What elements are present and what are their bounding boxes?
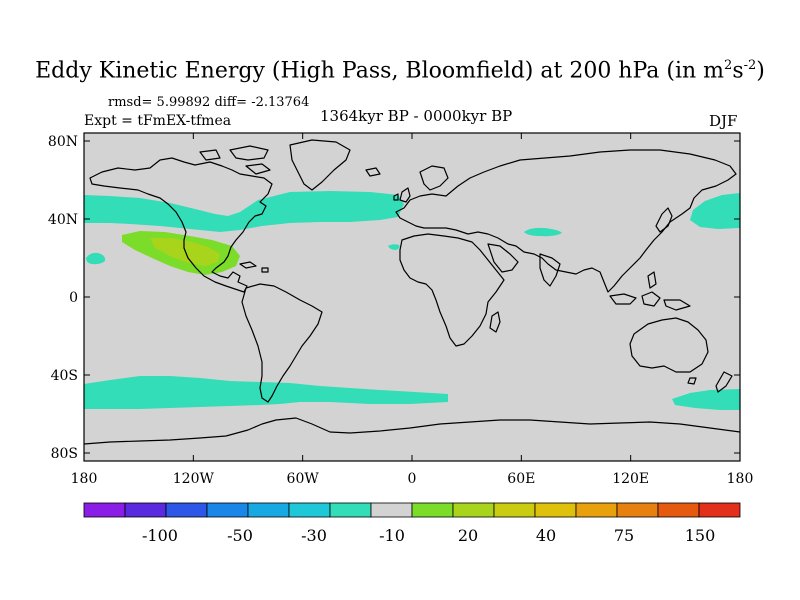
rmsd-diff-stats: rmsd= 5.99892 diff= -2.13764 (108, 95, 310, 110)
colorbar-swatch (657, 502, 700, 518)
scandinavia-coast (419, 165, 449, 191)
lat-tick-label: 80N (48, 134, 78, 150)
colorbar-swatch (575, 502, 618, 518)
colorbar-swatch (247, 502, 290, 518)
iceland-coast (365, 167, 381, 177)
north-america-coast (89, 157, 273, 293)
lon-tick-label: 120E (612, 471, 649, 487)
greenland-coast (289, 139, 351, 191)
latitude-axis: 80N 40N 0 40S 80S (48, 134, 740, 462)
antarctica-coast (83, 417, 741, 445)
season-label: DJF (709, 112, 738, 130)
colorbar-swatch (83, 502, 126, 518)
map-background (84, 133, 740, 461)
new-zealand-coast (715, 371, 733, 393)
north-pacific-jet-west (84, 191, 404, 232)
colorbar-label: -50 (227, 526, 253, 545)
mediterranean-patch (524, 227, 562, 237)
colorbar-swatch (206, 502, 249, 518)
arabia-coast (487, 243, 519, 273)
southeast-asia-islands-coast (609, 271, 691, 311)
colorbar-swatch (698, 502, 741, 518)
south-america-coast (241, 283, 323, 403)
colorbar-swatch (165, 502, 208, 518)
anomaly-fill-layer (84, 191, 740, 410)
northwest-pacific-jet (690, 193, 740, 229)
subtropical-pacific-patch (86, 252, 106, 265)
colorbar-swatch (124, 502, 167, 518)
colorbar-swatch (370, 502, 413, 518)
colorbar-swatch (411, 502, 454, 518)
lon-tick-label: 60W (287, 471, 320, 487)
colorbar-swatch (329, 502, 372, 518)
colorbar-label: 20 (458, 526, 478, 545)
colorbar-label: -10 (379, 526, 405, 545)
lat-tick-label: 40S (51, 368, 78, 384)
longitude-axis: 180 120W 60W 0 60E 120E 180 (71, 133, 754, 487)
colorbar-label: -30 (301, 526, 327, 545)
tasmania-coast (687, 377, 697, 385)
lon-tick-label: 180 (71, 471, 98, 487)
australia-coast (629, 317, 709, 373)
lat-tick-label: 40N (48, 212, 78, 228)
eurasia-coast (395, 149, 737, 293)
lon-tick-label: 120W (173, 471, 215, 487)
colorbar-swatch (616, 502, 659, 518)
lon-tick-label: 60E (507, 471, 535, 487)
plot-title: Eddy Kinetic Energy (High Pass, Bloomfie… (35, 58, 765, 84)
lat-tick-label: 80S (51, 446, 78, 462)
colorbar-swatch (493, 502, 536, 518)
colorbar-swatch (534, 502, 577, 518)
coastline-layer (83, 139, 741, 445)
colorbar-label: 150 (685, 526, 716, 545)
india-coast (539, 253, 561, 287)
japan-coast (655, 207, 673, 233)
colorbar-label: 40 (536, 526, 556, 545)
lon-tick-label: 180 (727, 471, 754, 487)
british-isles-coast (393, 187, 411, 203)
africa-coast (399, 233, 505, 347)
caribbean-islands-coast (239, 261, 269, 273)
lon-tick-label: 0 (408, 471, 417, 487)
madagascar-coast (489, 311, 501, 333)
colorbar-label: 75 (614, 526, 634, 545)
lat-tick-label: 0 (69, 290, 78, 306)
southern-ocean-jet (84, 376, 448, 409)
experiment-label: Expt = tFmEX-tfmea (84, 113, 232, 129)
colorbar-swatch (288, 502, 331, 518)
colorbar: -100 -50 -30 -10 20 40 75 150 (83, 502, 741, 545)
southern-pacific-east-jet (672, 389, 740, 410)
colorbar-label: -100 (142, 526, 178, 545)
colorbar-swatch (452, 502, 495, 518)
arctic-islands-coast (199, 145, 271, 175)
atlantic-small-patch (388, 244, 400, 250)
period-label: 1364kyr BP - 0000kyr BP (320, 107, 513, 125)
